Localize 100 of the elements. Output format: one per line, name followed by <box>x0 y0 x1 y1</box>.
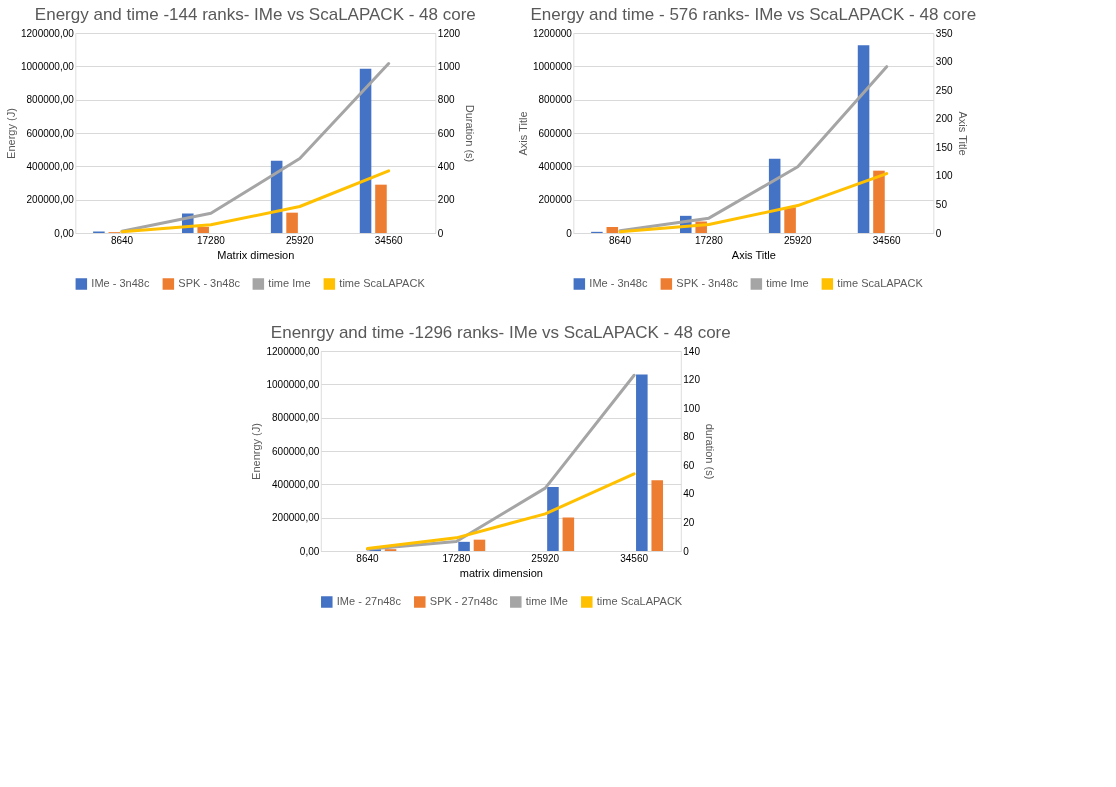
line-series <box>365 373 636 551</box>
y2-tick-label: 800 <box>437 94 455 106</box>
x-tick-label: 17280 <box>442 552 471 564</box>
legend-label: time Ime <box>766 277 809 289</box>
y-tick-label: 200000,00 <box>26 194 75 206</box>
legend-label: IMe - 27n48c <box>336 595 402 607</box>
y2-tick-label: 400 <box>437 160 455 172</box>
legend-label: time Ime <box>268 277 311 289</box>
bar <box>197 226 209 233</box>
bar <box>375 184 387 233</box>
bar <box>286 212 298 233</box>
y2-tick-label: 140 <box>683 345 701 357</box>
x-axis-title: Matrix dimesion <box>217 248 295 261</box>
y-axis-title: Enenrgy (J) <box>250 423 263 480</box>
y-axis-title: Energy (J) <box>5 108 17 159</box>
y2-tick-label: 80 <box>683 431 695 443</box>
y2-tick-label: 60 <box>683 459 695 471</box>
y-tick-label: 600000 <box>538 127 573 139</box>
x-tick-label: 34560 <box>872 234 902 246</box>
legend-label: IMe - 3n48c <box>589 277 648 289</box>
y-tick-label: 600000,00 <box>26 127 75 139</box>
y-tick-label: 1000000,00 <box>266 378 320 390</box>
y-tick-label: 0,00 <box>299 545 320 557</box>
y-tick-label: 1000000,00 <box>20 60 75 72</box>
y2-tick-label: 250 <box>935 84 953 96</box>
legend-label: time ScaLAPACK <box>339 277 426 289</box>
bar <box>473 539 486 551</box>
bar <box>562 517 575 551</box>
x-tick-label: 25920 <box>783 234 813 246</box>
x-tick-label: 8640 <box>608 234 632 246</box>
y2-tick-label: 600 <box>437 127 455 139</box>
legend-label: time IMe <box>525 595 568 607</box>
y-tick-label: 200000,00 <box>272 512 320 524</box>
line-series <box>618 65 889 233</box>
y-tick-label: 400000,00 <box>26 160 75 172</box>
chart-title: Enenrgy and time -1296 ranks- IMe vs ScaLAPACK - 48 core <box>270 323 731 342</box>
y2-tick-label: 100 <box>935 170 953 182</box>
line-series <box>120 62 391 233</box>
y2-tick-label: 200 <box>935 113 953 125</box>
y2-tick-label: 0 <box>935 227 942 239</box>
legend-label: SPK - 3n48c <box>178 277 241 289</box>
x-tick-label: 34560 <box>620 552 649 564</box>
x-tick-label: 17280 <box>196 234 226 246</box>
y-tick-label: 800000,00 <box>272 412 320 424</box>
legend-label: IMe - 3n48c <box>91 277 150 289</box>
y2-tick-label: 150 <box>935 141 953 153</box>
legend-label: time ScaLAPACK <box>837 277 924 289</box>
y2-tick-label: 20 <box>683 516 695 528</box>
y2-tick-label: 1000 <box>437 60 461 72</box>
x-tick-label: 25920 <box>531 552 560 564</box>
y-axis-title: Axis Title <box>516 111 529 156</box>
bar <box>636 374 648 551</box>
x-tick-label: 8640 <box>356 552 380 564</box>
chart-title: Energy and time - 576 ranks- IMe vs ScaLAPACK - 48 core <box>530 5 977 24</box>
y2-tick-label: 100 <box>683 402 701 414</box>
x-tick-label: 17280 <box>694 234 724 246</box>
y-tick-label: 1200000,00 <box>266 345 320 357</box>
y2-tick-label: 200 <box>437 194 455 206</box>
y-tick-label: 800000,00 <box>26 94 75 106</box>
y-tick-label: 400000,00 <box>272 478 320 490</box>
line-series <box>618 172 889 234</box>
x-axis-title: Axis Title <box>731 248 776 261</box>
y2-tick-label: 300 <box>935 56 953 68</box>
y-tick-label: 400000 <box>538 160 573 172</box>
y2-axis-title: Duration (s) <box>464 104 477 163</box>
legend-label: time ScaLAPACK <box>596 595 683 607</box>
y-tick-label: 600000,00 <box>272 445 320 457</box>
y-tick-label: 800000 <box>538 94 573 106</box>
y2-axis-title: Axis Title <box>956 111 969 156</box>
x-tick-label: 25920 <box>285 234 315 246</box>
bar <box>857 45 870 233</box>
y-tick-label: 1200000 <box>532 27 573 39</box>
x-tick-label: 8640 <box>110 234 134 246</box>
bar <box>873 170 885 233</box>
line-series <box>365 472 636 551</box>
bar <box>784 207 796 233</box>
y2-tick-label: 0 <box>437 227 444 239</box>
y2-tick-label: 350 <box>935 27 953 39</box>
y2-tick-label: 1200 <box>437 27 461 39</box>
y-tick-label: 0,00 <box>54 227 75 239</box>
legend-label: SPK - 27n48c <box>429 595 499 607</box>
y2-tick-label: 120 <box>683 374 701 386</box>
y-tick-label: 1200000,00 <box>20 27 75 39</box>
y2-tick-label: 0 <box>683 545 690 557</box>
legend-label: SPK - 3n48c <box>676 277 739 289</box>
bar <box>359 68 372 233</box>
y2-tick-label: 40 <box>683 488 695 500</box>
y-tick-label: 1000000 <box>532 60 573 72</box>
y-tick-label: 0 <box>566 227 573 239</box>
x-axis-title: matrix dimension <box>459 566 543 579</box>
y2-tick-label: 50 <box>935 198 948 210</box>
chart-title: Energy and time -144 ranks- IMe vs ScaLAPACK - 48 core <box>34 5 476 24</box>
y2-axis-title: duration (s) <box>703 423 716 480</box>
y-tick-label: 200000 <box>538 194 573 206</box>
bar <box>651 480 664 551</box>
bar <box>606 227 619 233</box>
bar <box>547 487 559 551</box>
x-tick-label: 34560 <box>374 234 404 246</box>
bar <box>458 541 470 551</box>
line-series <box>120 169 391 234</box>
